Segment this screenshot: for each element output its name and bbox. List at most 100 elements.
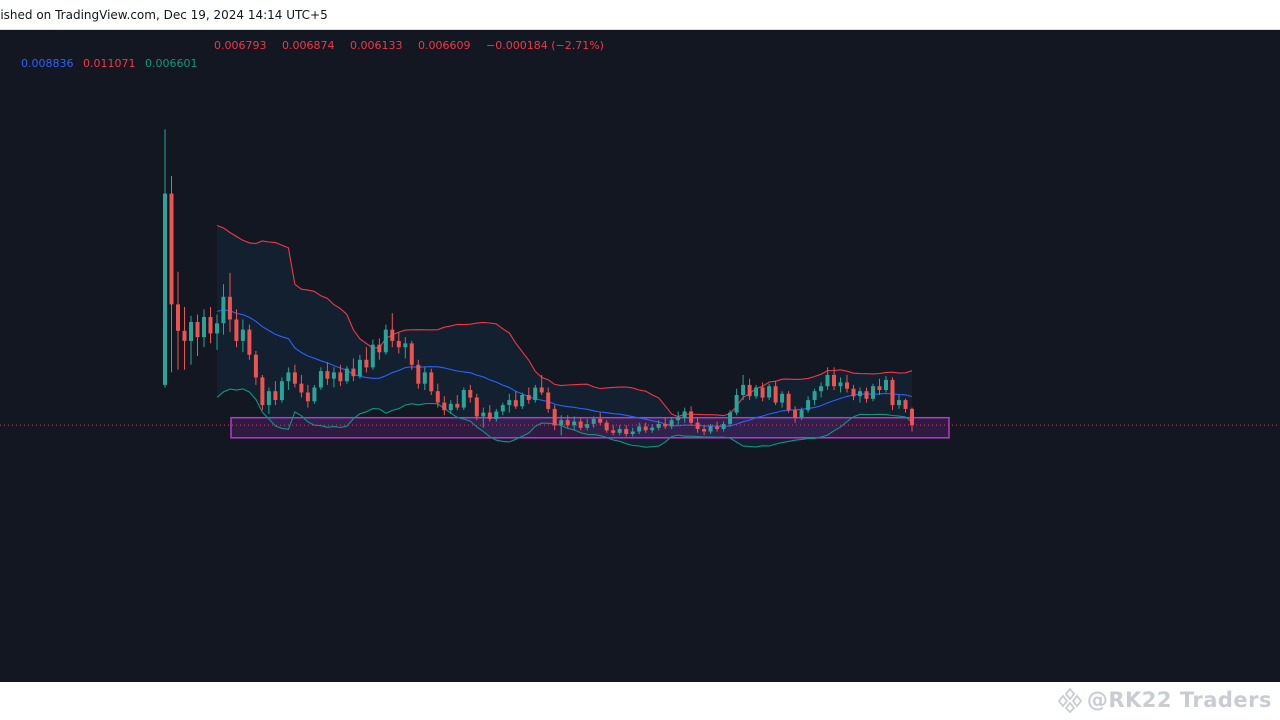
candle-body: [799, 410, 804, 418]
candle-body: [851, 388, 856, 397]
candle-body: [364, 359, 369, 368]
candle-body: [669, 420, 674, 427]
candle-body: [273, 391, 278, 400]
watermark: @RK22 Traders: [1057, 685, 1272, 715]
publish-header: lished on TradingView.com, Dec 19, 2024 …: [0, 0, 1280, 30]
candle-body: [734, 395, 739, 413]
candle-body: [793, 410, 798, 418]
candle-body: [390, 329, 395, 341]
candle-body: [767, 386, 772, 398]
ohlc-low: 0.006133: [350, 39, 403, 52]
candle-body: [552, 408, 557, 426]
bb-basis-line: [216, 309, 913, 427]
candle-body: [227, 296, 232, 320]
candle-body: [689, 411, 694, 423]
candle-body: [163, 193, 167, 385]
candle-body: [416, 364, 421, 384]
candle-body: [721, 424, 726, 429]
candle-body: [682, 411, 687, 418]
candle-body: [663, 424, 668, 427]
candle-body: [533, 387, 538, 401]
candle-body: [182, 330, 187, 341]
candle-body: [585, 424, 590, 428]
ohlc-open: 0.006793: [214, 39, 267, 52]
candle-body: [461, 390, 466, 408]
candle-body: [305, 392, 310, 402]
candle-body: [247, 329, 252, 355]
candle-body: [487, 412, 492, 419]
candle-body: [617, 429, 622, 433]
candle-body: [195, 322, 200, 338]
candle-body: [338, 372, 343, 382]
candle-body: [773, 386, 778, 403]
candle-body: [786, 393, 791, 411]
candle-body: [845, 382, 849, 389]
candle-body: [234, 319, 239, 341]
bb-lower-value: 0.006601: [145, 57, 198, 70]
candle-body: [240, 329, 245, 341]
candle-body: [312, 387, 317, 402]
candle-body: [377, 344, 382, 353]
candle-body: [442, 402, 447, 411]
diamond-logo-icon: [1057, 687, 1082, 713]
candle-body: [910, 408, 914, 426]
bb-lower-line: [216, 388, 913, 448]
candle-body: [513, 400, 518, 407]
candle-body: [221, 296, 226, 324]
candle-body: [351, 368, 356, 377]
candle-body: [864, 391, 869, 399]
candle-body: [903, 400, 908, 409]
candle-body: [871, 386, 875, 399]
candle-body: [838, 382, 843, 387]
candle-body: [176, 304, 180, 331]
candle-body: [611, 430, 616, 433]
candle-body: [266, 391, 271, 405]
candlestick-chart-svg[interactable]: [0, 30, 1280, 682]
candle-body: [455, 403, 460, 408]
candle-body: [208, 317, 213, 334]
candle-body: [292, 372, 297, 384]
candle-body: [676, 417, 681, 421]
candle-body: [715, 426, 720, 429]
bollinger-legend: 0.008836 0.011071 0.006601: [21, 57, 204, 70]
ohlc-legend: 0.006793 0.006874 0.006133 0.006609 −0.0…: [214, 39, 616, 52]
candle-body: [526, 395, 531, 400]
candle-body: [832, 374, 836, 387]
candle-body: [708, 426, 713, 432]
candle-body: [877, 386, 882, 390]
candle-body: [215, 323, 219, 334]
watermark-text: @RK22 Traders: [1086, 688, 1272, 712]
candle-body: [474, 397, 479, 417]
candle-body: [747, 384, 752, 397]
candle-body: [858, 391, 862, 397]
candle-body: [286, 372, 291, 382]
candle-body: [598, 418, 603, 423]
candle-body: [624, 429, 629, 434]
candle-body: [806, 400, 811, 411]
candle-body: [435, 391, 440, 403]
candle-body: [572, 421, 577, 426]
candle-body: [396, 340, 401, 348]
candle-body: [754, 387, 759, 397]
candle-body: [383, 329, 388, 353]
candle-body: [370, 344, 375, 368]
candle-body: [643, 426, 648, 431]
candle-body: [331, 372, 336, 379]
candle-body: [520, 395, 525, 407]
ohlc-high: 0.006874: [282, 39, 335, 52]
candle-body: [507, 400, 512, 406]
candle-body: [403, 343, 408, 348]
candle-body: [357, 359, 362, 377]
candle-body: [741, 384, 746, 395]
candle-body: [253, 354, 258, 378]
candle-body: [819, 386, 823, 392]
candle-body: [884, 379, 888, 390]
candle-body: [546, 392, 551, 409]
candle-body: [565, 420, 570, 426]
bb-basis-value: 0.008836: [21, 57, 74, 70]
candle-body: [422, 372, 427, 384]
candle-body: [325, 371, 330, 379]
price-chart[interactable]: 0.006793 0.006874 0.006133 0.006609 −0.0…: [0, 30, 1280, 682]
candle-body: [409, 343, 414, 365]
candle-body: [279, 381, 284, 401]
